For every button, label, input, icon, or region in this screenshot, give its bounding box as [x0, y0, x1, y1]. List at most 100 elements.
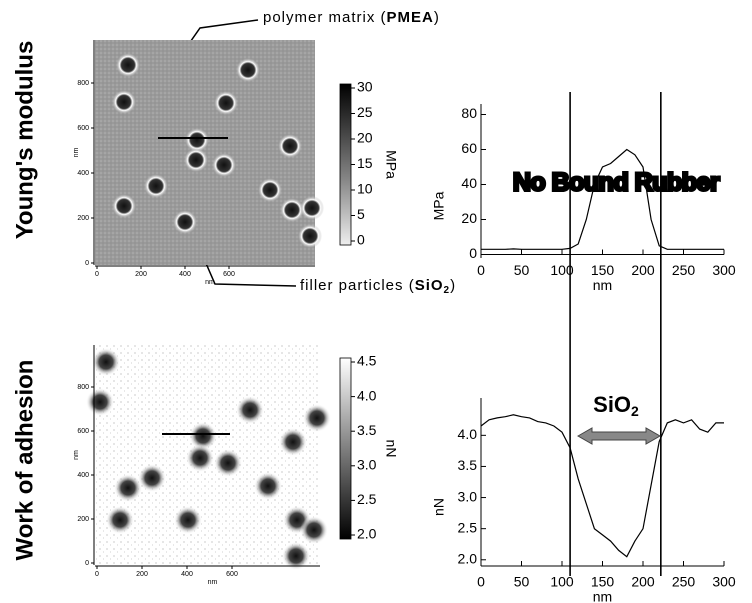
x-tick-label: 150: [591, 574, 615, 590]
colorbar-tick-label: 30: [357, 79, 373, 95]
particle: [186, 444, 214, 472]
row-label: Young's modulus: [11, 41, 38, 240]
x-axis-label: nm: [205, 279, 215, 286]
annotation: filler particles (SiO2): [300, 277, 456, 296]
particle: [185, 128, 209, 152]
colorbar-label: MPa: [383, 150, 399, 179]
y-tick-label: 600: [77, 428, 89, 435]
y-tick-label: 3.0: [458, 488, 478, 504]
x-tick-label: 200: [135, 271, 147, 278]
y-tick-label: 0: [469, 245, 477, 261]
annotation-part: SiO: [593, 392, 631, 417]
annotation: polymer matrix (PMEA): [263, 9, 440, 26]
particle: [112, 90, 136, 114]
particle: [138, 464, 166, 492]
colorbar-tick-label: 5: [357, 206, 365, 222]
y-tick-label: 800: [77, 384, 89, 391]
x-tick-label: 250: [672, 574, 696, 590]
x-tick-label: 200: [631, 574, 655, 590]
colorbar: [339, 83, 352, 246]
colorbar-tick-label: 0: [357, 232, 365, 248]
y-tick-label: 60: [461, 140, 477, 156]
particle: [116, 53, 140, 77]
particle: [282, 542, 310, 570]
x-tick-label: 200: [136, 571, 148, 578]
x-tick-label: 300: [712, 262, 736, 278]
colorbar-tick-label: 4.5: [357, 353, 377, 369]
particle: [280, 198, 304, 222]
y-tick-label: 40: [461, 175, 477, 191]
y-tick-label: 800: [77, 80, 89, 87]
x-tick-label: 50: [514, 262, 530, 278]
annotation-part: filler particles (: [300, 277, 415, 294]
x-tick-label: 400: [179, 271, 191, 278]
y-axis-label: nm: [73, 450, 80, 460]
particle: [254, 472, 282, 500]
colorbar-tick-label: 3.5: [357, 422, 377, 438]
y-tick-label: 200: [77, 516, 89, 523]
y-tick-label: 4.0: [458, 426, 478, 442]
x-tick-label: 150: [591, 262, 615, 278]
particle: [258, 178, 282, 202]
particle: [112, 194, 136, 218]
y-tick-label: 2.0: [458, 550, 478, 566]
y-tick-label: 600: [77, 125, 89, 132]
particle: [114, 474, 142, 502]
y-tick-label: 0: [85, 260, 89, 267]
annotation: No Bound Rubber: [513, 169, 720, 197]
particle: [86, 388, 114, 416]
particle: [279, 428, 307, 456]
colorbar-tick-label: 10: [357, 181, 373, 197]
annotation-part: 2: [444, 285, 451, 296]
particle: [144, 174, 168, 198]
particle: [236, 58, 260, 82]
x-tick-label: 600: [223, 271, 235, 278]
colorbar-tick-label: 2.0: [357, 526, 377, 542]
y-tick-label: 0: [85, 560, 89, 567]
particle: [184, 148, 208, 172]
y-tick-label: 2.5: [458, 519, 478, 535]
x-tick-label: 0: [95, 571, 99, 578]
particle: [303, 404, 331, 432]
annotation-part: 2: [631, 403, 639, 419]
particle: [214, 449, 242, 477]
annotation: SiO2: [593, 392, 639, 419]
x-tick-label: 300: [712, 574, 736, 590]
particle: [173, 210, 197, 234]
particle: [278, 134, 302, 158]
x-tick-label: 200: [631, 262, 655, 278]
x-tick-label: 400: [181, 571, 193, 578]
arrow: [576, 427, 662, 445]
particle: [174, 506, 202, 534]
particle: [298, 224, 322, 248]
colorbar-tick-label: 15: [357, 155, 373, 171]
annotation-part: polymer matrix (: [263, 9, 387, 26]
particle: [212, 153, 236, 177]
particle: [236, 396, 264, 424]
colorbar-tick-label: 3.0: [357, 457, 377, 473]
x-tick-label: 100: [550, 574, 574, 590]
y-tick-label: 400: [77, 472, 89, 479]
x-tick-label: 250: [672, 262, 696, 278]
annotation-part: ): [434, 9, 440, 26]
y-axis-label: nm: [73, 147, 80, 157]
y-axis-label: nN: [431, 498, 447, 516]
colorbar-tick-label: 20: [357, 130, 373, 146]
y-tick-label: 20: [461, 210, 477, 226]
colorbar: [339, 357, 352, 540]
x-tick-label: 0: [477, 574, 485, 590]
particle: [300, 196, 324, 220]
row-label: Work of adhesion: [11, 360, 38, 561]
annotation-part: SiO: [415, 277, 444, 294]
particle: [106, 506, 134, 534]
x-tick-label: 600: [226, 571, 238, 578]
y-tick-label: 3.5: [458, 457, 478, 473]
x-tick-label: 0: [95, 271, 99, 278]
x-tick-label: 100: [550, 262, 574, 278]
particle: [300, 516, 328, 544]
colorbar-tick-label: 4.0: [357, 387, 377, 403]
y-tick-label: 400: [77, 170, 89, 177]
colorbar-tick-label: 2.5: [357, 491, 377, 507]
colorbar-tick-label: 25: [357, 104, 373, 120]
x-tick-label: 50: [514, 574, 530, 590]
